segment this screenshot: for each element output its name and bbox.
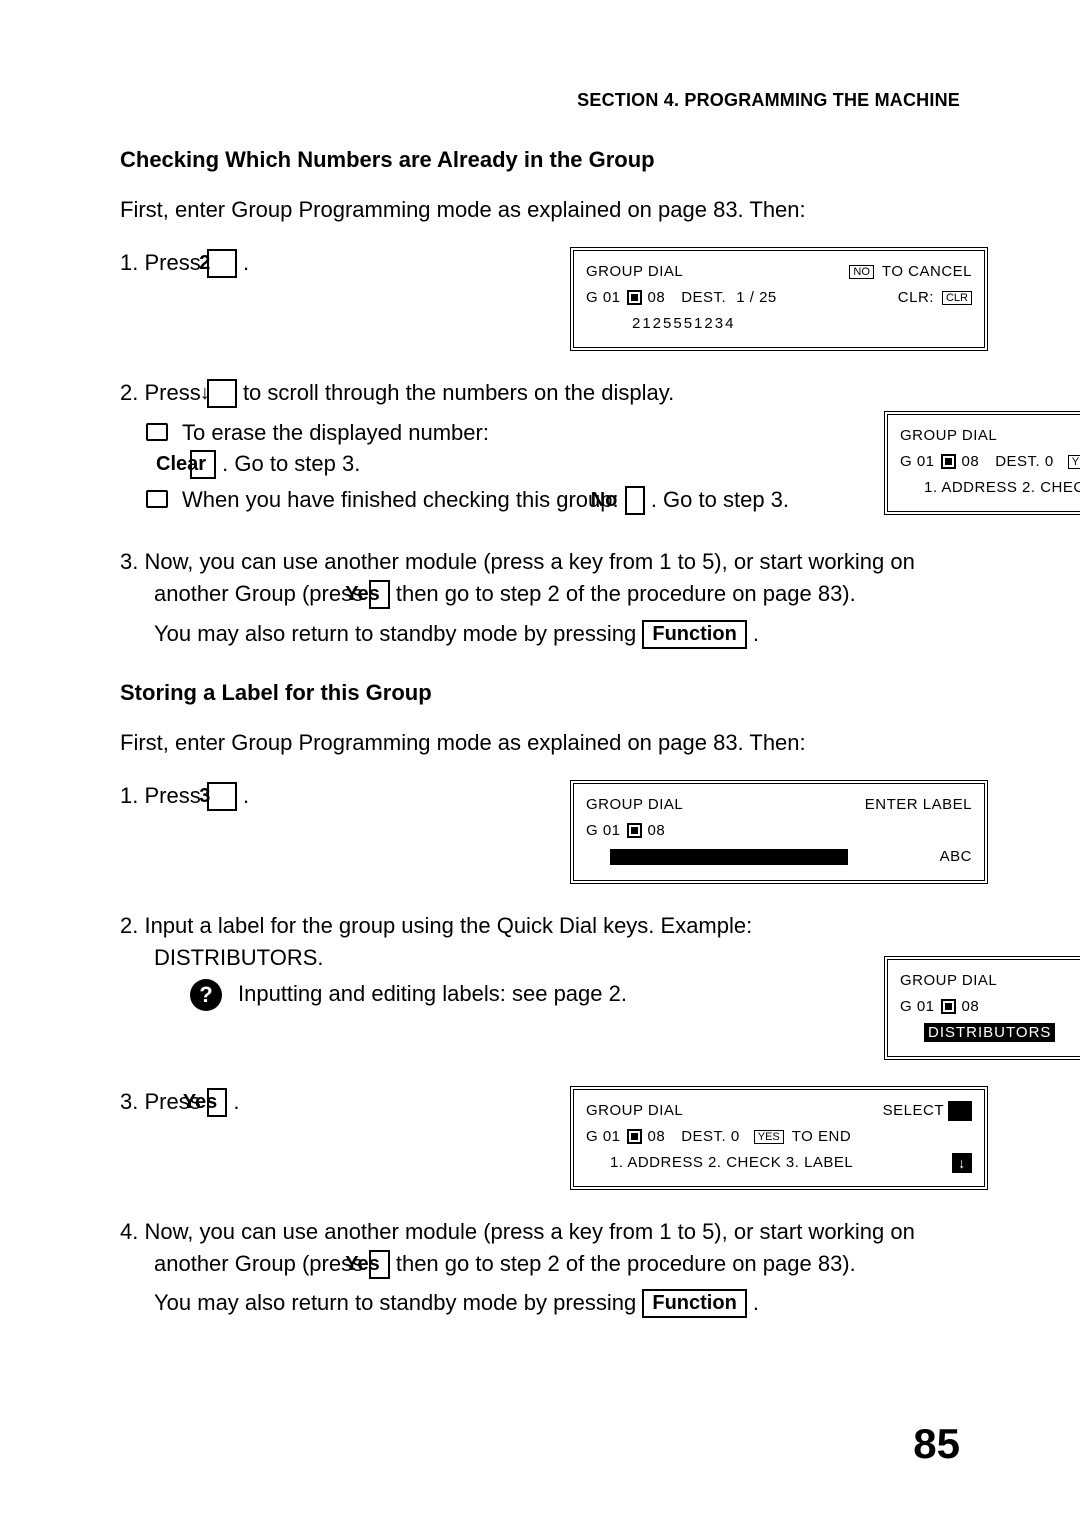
d1-dest: DEST. <box>681 289 726 306</box>
d1-clr-lbl: CLR: <box>898 289 934 306</box>
d1-title: GROUP DIAL <box>586 263 683 280</box>
bullet-icon <box>146 423 168 441</box>
standby-2-b: . <box>753 1290 759 1315</box>
d4-label: DISTRIBUTORS <box>924 1023 1055 1042</box>
heading-store-label: Storing a Label for this Group <box>120 680 960 706</box>
display-5: GROUP DIAL SELECT G 01 08 DEST. 0 YES TO… <box>570 1086 988 1190</box>
d3-08: 08 <box>648 822 666 839</box>
d5-select: SELECT <box>883 1102 944 1119</box>
standby-2-a: You may also return to standby mode by p… <box>154 1290 642 1315</box>
d1-clr-chip: CLR <box>942 291 972 305</box>
intro-1: First, enter Group Programming mode as e… <box>120 195 960 225</box>
stop-icon <box>627 823 642 838</box>
display-3: GROUP DIAL ENTER LABEL G 01 08 ABC <box>570 780 988 884</box>
key-function: Function <box>642 1289 746 1318</box>
display-2: GROUP DIAL SELECT G 01 08 DEST. 0 YES TO… <box>884 411 1080 515</box>
d3-enter: ENTER LABEL <box>865 796 972 813</box>
step-2-3-post: . <box>233 1089 239 1114</box>
bullet-finished-a: When you have finished checking this gro… <box>182 487 625 512</box>
step-2-3: 3. Press Yes . <box>120 1086 540 1118</box>
help-icon: ? <box>190 979 222 1011</box>
step-1-2-pre: 2. Press <box>120 380 207 405</box>
bullet-finished-b: . Go to step 3. <box>645 487 789 512</box>
d1-number: 2125551234 <box>632 315 735 332</box>
step-2-4: 4. Now, you can use another module (pres… <box>120 1216 960 1280</box>
d2-g01: G 01 <box>900 453 935 470</box>
bullet-finished: When you have finished checking this gro… <box>190 484 854 516</box>
bullet-erase-b: . Go to step 3. <box>216 451 360 476</box>
step-2-1: 1. Press 3 . <box>120 780 540 812</box>
d5-toend: TO END <box>792 1128 851 1145</box>
display-4: GROUP DIAL YES OR CLR · NO G 01 08 <box>884 956 1080 1060</box>
d2-dest: DEST. 0 <box>995 453 1054 470</box>
step-1-3-b: then go to step 2 of the procedure on pa… <box>396 581 856 606</box>
stop-icon <box>941 454 956 469</box>
key-down: ↓ <box>207 379 237 408</box>
stop-icon <box>941 999 956 1014</box>
key-no: No <box>625 486 645 515</box>
d4-08: 08 <box>962 998 980 1015</box>
key-function: Function <box>642 620 746 649</box>
d3-title: GROUP DIAL <box>586 796 683 813</box>
step-2-4-b: then go to step 2 of the procedure on pa… <box>396 1251 856 1276</box>
d1-frac: 1 / 25 <box>736 289 777 306</box>
step-2-2: 2. Input a label for the group using the… <box>120 910 854 974</box>
page-number: 85 <box>913 1420 960 1468</box>
d1-cancel: TO CANCEL <box>882 263 972 280</box>
d2-title: GROUP DIAL <box>900 427 997 444</box>
standby-2: You may also return to standby mode by p… <box>120 1287 960 1319</box>
step-1-1-post: . <box>243 250 249 275</box>
d5-08: 08 <box>648 1128 666 1145</box>
standby-1-b: . <box>753 621 759 646</box>
step-2-1-post: . <box>243 783 249 808</box>
d1-08: 08 <box>648 289 666 306</box>
d2-08: 08 <box>962 453 980 470</box>
d5-title: GROUP DIAL <box>586 1102 683 1119</box>
d5-g01: G 01 <box>586 1128 621 1145</box>
scroll-down-icon: ↓ <box>952 1153 972 1173</box>
standby-1: You may also return to standby mode by p… <box>120 618 960 650</box>
d4-title: GROUP DIAL <box>900 972 997 989</box>
intro-2: First, enter Group Programming mode as e… <box>120 728 960 758</box>
d2-yes-chip: YES <box>1068 455 1080 469</box>
note-text: Inputting and editing labels: see page 2… <box>238 979 627 1009</box>
bullet-erase: To erase the displayed number: Clear . G… <box>190 417 854 481</box>
input-cursor <box>610 849 848 865</box>
standby-1-a: You may also return to standby mode by p… <box>154 621 642 646</box>
d3-abc: ABC <box>940 848 972 865</box>
d1-no-chip: NO <box>849 265 874 279</box>
select-box-icon <box>948 1101 972 1121</box>
step-1-3: 3. Now, you can use another module (pres… <box>120 546 960 610</box>
key-yes: Yes <box>207 1088 227 1117</box>
key-2: 2 <box>207 249 237 278</box>
bullet-icon <box>146 490 168 508</box>
step-1-2-post: to scroll through the numbers on the dis… <box>243 380 674 405</box>
key-3: 3 <box>207 782 237 811</box>
section-header: SECTION 4. PROGRAMMING THE MACHINE <box>120 90 960 111</box>
d5-yes-chip: YES <box>754 1130 784 1144</box>
d4-g01: G 01 <box>900 998 935 1015</box>
d1-g01: G 01 <box>586 289 621 306</box>
bullet-erase-a: To erase the displayed number: <box>182 420 489 445</box>
key-clear: Clear <box>190 450 216 479</box>
d2-menu: 1. ADDRESS 2. CHECK 3. LABEL <box>924 479 1080 496</box>
d5-menu: 1. ADDRESS 2. CHECK 3. LABEL <box>610 1154 853 1171</box>
d5-dest: DEST. 0 <box>681 1128 740 1145</box>
heading-check-numbers: Checking Which Numbers are Already in th… <box>120 147 960 173</box>
key-yes: Yes <box>369 580 389 609</box>
step-2-1-pre: 1. Press <box>120 783 207 808</box>
stop-icon <box>627 1129 642 1144</box>
stop-icon <box>627 290 642 305</box>
key-yes: Yes <box>369 1250 389 1279</box>
step-1-2: 2. Press ↓ to scroll through the numbers… <box>120 377 854 409</box>
step-1-1: 1. Press 2 . <box>120 247 540 279</box>
step-1-1-pre: 1. Press <box>120 250 207 275</box>
display-1: GROUP DIAL NO TO CANCEL G 01 08 DEST. 1 … <box>570 247 988 351</box>
d3-g01: G 01 <box>586 822 621 839</box>
